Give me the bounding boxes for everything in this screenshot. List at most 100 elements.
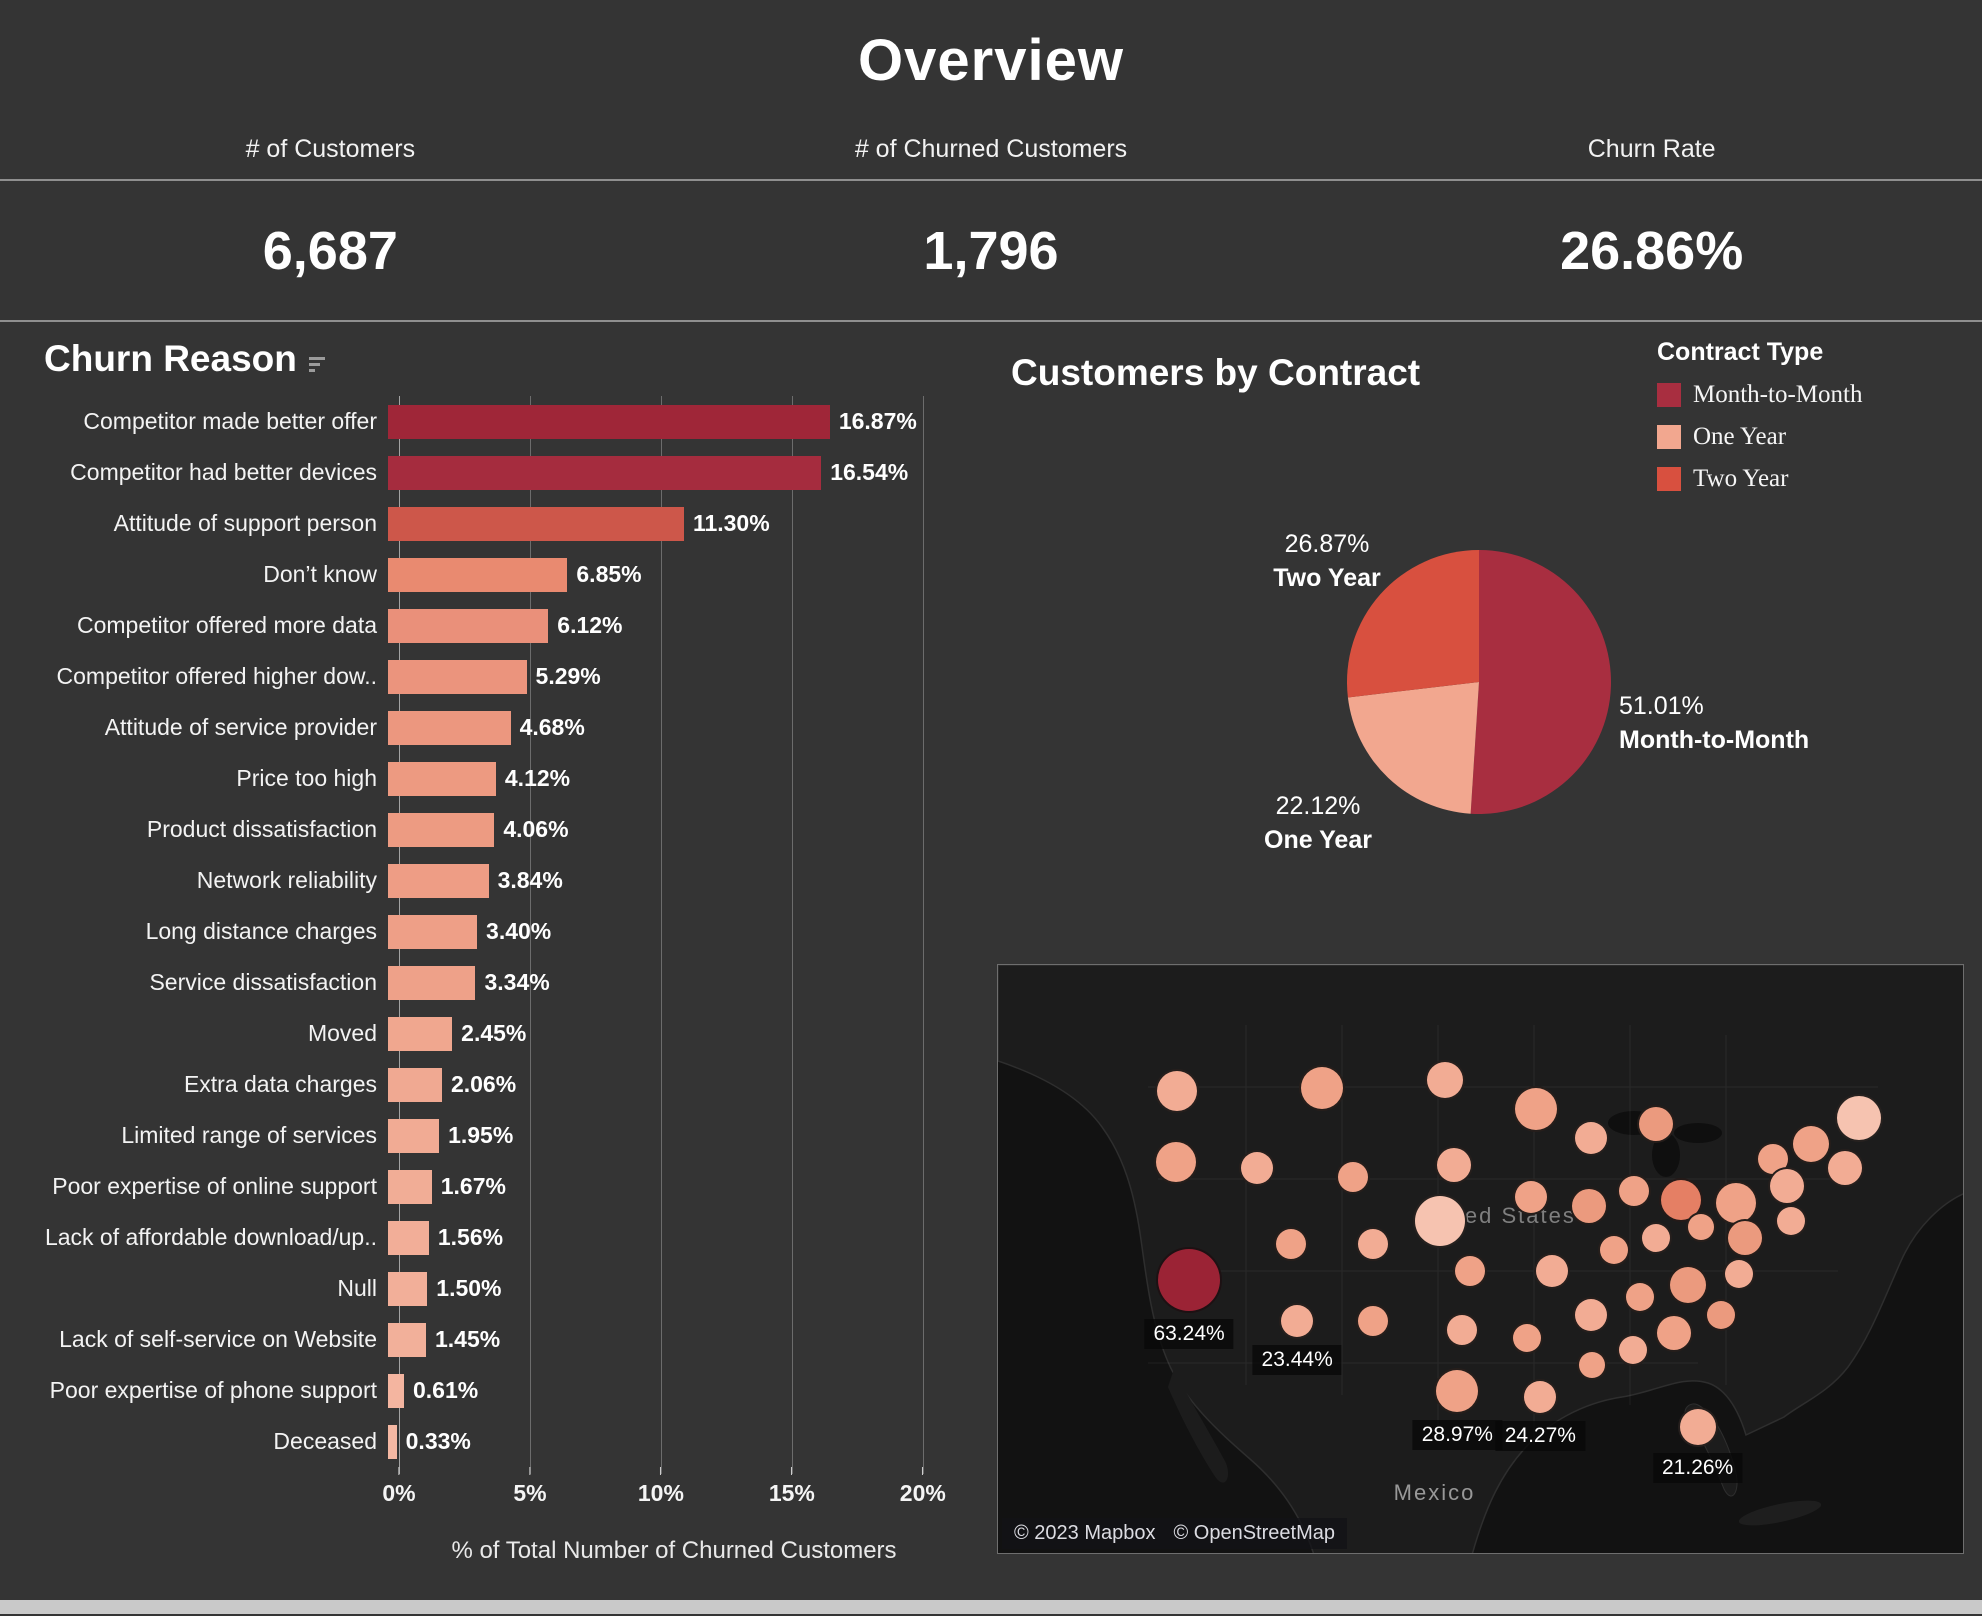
bar[interactable] <box>388 761 496 796</box>
map-bubble[interactable] <box>1616 1334 1649 1367</box>
map-bubble[interactable] <box>1637 1104 1676 1143</box>
bar-row[interactable]: Null 1.50% <box>44 1263 964 1314</box>
map-bubble[interactable] <box>1356 1227 1391 1262</box>
legend-item-month-to-month[interactable]: Month-to-Month <box>1657 381 1862 409</box>
map-bubble[interactable] <box>1790 1124 1831 1165</box>
map-bubble[interactable] <box>1704 1298 1737 1331</box>
map-bubble[interactable] <box>1623 1281 1656 1314</box>
bar-row[interactable]: Poor expertise of online support 1.67% <box>44 1161 964 1212</box>
map-bubble[interactable] <box>1238 1149 1275 1186</box>
map-bubble[interactable] <box>1577 1349 1608 1380</box>
bar[interactable] <box>388 1067 442 1102</box>
sort-descending-icon[interactable] <box>307 354 329 374</box>
map-bubble[interactable] <box>1573 1120 1610 1157</box>
pie-callout-name: Month-to-Month <box>1619 725 1810 754</box>
bar-row[interactable]: Competitor offered higher dow.. 5.29% <box>44 651 964 702</box>
map-bubble[interactable] <box>1714 1181 1759 1226</box>
map-bubble[interactable] <box>1775 1204 1808 1237</box>
bar-row[interactable]: Lack of affordable download/up.. 1.56% <box>44 1212 964 1263</box>
bar[interactable] <box>388 659 527 694</box>
bar-row[interactable]: Don’t know 6.85% <box>44 549 964 600</box>
bar-row[interactable]: Extra data charges 2.06% <box>44 1059 964 1110</box>
map-bubble[interactable] <box>1533 1252 1570 1289</box>
map-bubble[interactable] <box>1299 1065 1346 1112</box>
pie-callout-two-year: 26.87% Two Year <box>1247 528 1407 596</box>
map-bubble-label: 23.44% <box>1252 1344 1342 1375</box>
bar[interactable] <box>388 557 568 592</box>
map-bubble[interactable] <box>1445 1312 1480 1347</box>
bar-row[interactable]: Service dissatisfaction 3.34% <box>44 957 964 1008</box>
bar[interactable] <box>388 1271 428 1306</box>
map-bubble[interactable] <box>1156 1246 1223 1313</box>
bar[interactable] <box>388 455 822 490</box>
map-bubble[interactable] <box>1274 1227 1309 1262</box>
bar[interactable] <box>388 1424 397 1459</box>
bar[interactable] <box>388 965 476 1000</box>
map-bubble[interactable] <box>1655 1313 1694 1352</box>
bar-row[interactable]: Long distance charges 3.40% <box>44 906 964 957</box>
bar-row[interactable]: Attitude of support person 11.30% <box>44 498 964 549</box>
map-bubble[interactable] <box>1279 1302 1316 1339</box>
bar-row[interactable]: Limited range of services 1.95% <box>44 1110 964 1161</box>
map-bubble[interactable] <box>1336 1159 1371 1194</box>
legend-item-one-year[interactable]: One Year <box>1657 423 1862 451</box>
bar[interactable] <box>388 608 549 643</box>
map-bubble[interactable] <box>1424 1059 1465 1100</box>
map-bubble[interactable] <box>1725 1219 1764 1258</box>
bar[interactable] <box>388 1373 404 1408</box>
bar[interactable] <box>388 710 511 745</box>
bar[interactable] <box>388 1220 429 1255</box>
bar-row[interactable]: Product dissatisfaction 4.06% <box>44 804 964 855</box>
bar[interactable] <box>388 1118 440 1153</box>
map-bubble[interactable] <box>1512 1179 1549 1216</box>
bar[interactable] <box>388 812 495 847</box>
bar-row[interactable]: Price too high 4.12% <box>44 753 964 804</box>
churn-rate-map[interactable]: United States Mexico 63.24% 23.44% 28.97% 2… <box>997 964 1964 1554</box>
map-bubble[interactable] <box>1826 1148 1865 1187</box>
bar-row[interactable]: Lack of self-service on Website 1.45% <box>44 1314 964 1365</box>
map-bubble[interactable] <box>1356 1303 1391 1338</box>
map-bubble[interactable] <box>1640 1222 1673 1255</box>
bar[interactable] <box>388 863 489 898</box>
map-bubble[interactable] <box>1435 1145 1474 1184</box>
bar[interactable] <box>388 404 830 439</box>
bar-row[interactable]: Network reliability 3.84% <box>44 855 964 906</box>
map-bubble[interactable] <box>1667 1265 1708 1306</box>
bar[interactable] <box>388 1016 453 1051</box>
map-bubble[interactable] <box>1155 1069 1200 1114</box>
osm-attribution-link[interactable]: © OpenStreetMap <box>1173 1522 1335 1544</box>
bar[interactable] <box>388 1169 432 1204</box>
bar-value-label: 6.85% <box>576 561 642 587</box>
map-bubble[interactable] <box>1834 1093 1883 1142</box>
map-bubble[interactable] <box>1153 1139 1198 1184</box>
map-bubble[interactable] <box>1685 1211 1716 1242</box>
map-bubble[interactable] <box>1412 1193 1467 1248</box>
map-bubble[interactable] <box>1572 1296 1609 1333</box>
map-bubble[interactable] <box>1510 1322 1543 1355</box>
bar-row[interactable]: Competitor offered more data 6.12% <box>44 600 964 651</box>
mapbox-attribution-link[interactable]: © 2023 Mapbox <box>1014 1522 1156 1544</box>
map-bubble[interactable] <box>1768 1166 1807 1205</box>
map-bubble[interactable] <box>1723 1257 1756 1290</box>
bar[interactable] <box>388 506 684 541</box>
map-bubble[interactable] <box>1452 1253 1487 1288</box>
map-bubble[interactable] <box>1597 1234 1630 1267</box>
pie-slice-two-year[interactable] <box>1347 550 1479 698</box>
pie-slice-one-year[interactable] <box>1347 682 1479 814</box>
bar-row[interactable]: Poor expertise of phone support 0.61% <box>44 1365 964 1416</box>
bar-row[interactable]: Deceased 0.33% <box>44 1416 964 1467</box>
map-bubble[interactable] <box>1569 1187 1608 1226</box>
bar-row[interactable]: Competitor had better devices 16.54% <box>44 447 964 498</box>
map-bubble[interactable] <box>1677 1406 1718 1447</box>
bar-row[interactable]: Moved 2.45% <box>44 1008 964 1059</box>
map-bubble[interactable] <box>1522 1379 1559 1416</box>
bar-row[interactable]: Attitude of service provider 4.68% <box>44 702 964 753</box>
bar-row[interactable]: Competitor made better offer 16.87% <box>44 396 964 447</box>
bar[interactable] <box>388 1322 426 1357</box>
map-bubble[interactable] <box>1513 1086 1560 1133</box>
legend-item-two-year[interactable]: Two Year <box>1657 465 1862 493</box>
map-bubble[interactable] <box>1616 1174 1651 1209</box>
map-bubble[interactable] <box>1434 1368 1481 1415</box>
bar[interactable] <box>388 914 478 949</box>
pie-slice-month-to-month[interactable] <box>1470 550 1612 814</box>
